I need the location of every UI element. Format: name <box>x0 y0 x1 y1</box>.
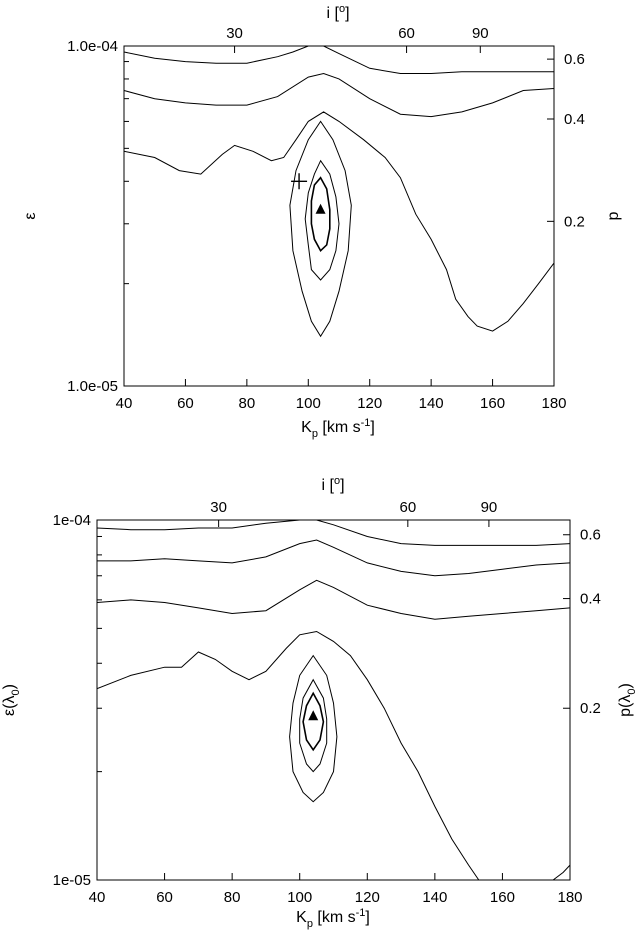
x-tick-label: 140 <box>422 889 447 906</box>
cross-marker <box>291 173 308 190</box>
top-panel-frame <box>123 45 555 387</box>
contour-line-inner-3 <box>310 176 331 252</box>
right-tick-label: 0.2 <box>564 213 585 230</box>
top-tick-label: 30 <box>210 499 227 516</box>
right-tick-label: 0.4 <box>580 591 601 608</box>
contour-line-outer-1 <box>124 46 554 74</box>
top-panel-x-axis-label: Kp [km s-1] <box>301 417 375 440</box>
contour-line-inner-3 <box>302 691 325 752</box>
x-tick-label: 60 <box>156 889 173 906</box>
bottom-panel-ticks: 40 60 80 100 120 140 160 180 1e-05 1e-04 30 60 90 0.2… <box>53 499 601 906</box>
x-tick-label: 80 <box>224 889 241 906</box>
right-tick-label: 0.6 <box>580 527 601 544</box>
right-tick-label: 0.2 <box>580 700 601 717</box>
bottom-panel-y-axis-label: ε(λ0) <box>1 684 22 716</box>
bottom-panel-x-axis-label: Kp [km s-1] <box>296 907 370 930</box>
contour-line-outer-1 <box>97 520 570 546</box>
top-panel-top-axis-label: i [o] <box>326 3 349 22</box>
right-tick-label: 0.6 <box>564 51 585 68</box>
contour-line-outer-4b <box>552 864 570 880</box>
top-panel-contours <box>124 46 554 338</box>
x-tick-label: 100 <box>296 395 321 412</box>
y-tick-label: 1.0e-04 <box>67 38 118 55</box>
right-tick-label: 0.4 <box>564 111 585 128</box>
x-tick-label: 80 <box>239 395 256 412</box>
x-tick-label: 120 <box>357 395 382 412</box>
top-tick-label: 30 <box>226 25 243 42</box>
x-tick-label: 160 <box>490 889 515 906</box>
contour-line-outer-4 <box>97 630 480 880</box>
bottom-panel-frame <box>96 519 571 881</box>
top-tick-label: 90 <box>472 25 489 42</box>
top-tick-label: 60 <box>399 499 416 516</box>
top-panel-right-axis-label: p <box>605 211 622 220</box>
top-panel-markers <box>291 173 326 214</box>
contour-line-inner-1 <box>289 654 338 803</box>
x-tick-label: 140 <box>419 395 444 412</box>
x-tick-label: 40 <box>116 395 133 412</box>
contour-line-inner-1 <box>289 120 352 338</box>
contour-line-outer-3 <box>124 111 554 332</box>
x-tick-label: 60 <box>177 395 194 412</box>
best-fit-marker <box>315 203 326 214</box>
top-panel: 40 60 80 100 120 140 160 180 1.0e-05 1.0e-04 30 60 9… <box>22 3 622 440</box>
contour-line-inner-2 <box>299 678 328 773</box>
bottom-panel-markers <box>308 710 319 721</box>
bottom-panel-contours <box>97 520 570 880</box>
x-tick-label: 40 <box>89 889 106 906</box>
x-tick-label: 160 <box>480 395 505 412</box>
top-tick-label: 60 <box>398 25 415 42</box>
bottom-panel: 40 60 80 100 120 140 160 180 1e-05 1e-04 30 60 90 0.2… <box>1 475 638 930</box>
x-tick-label: 120 <box>355 889 380 906</box>
top-panel-y-axis-label: ε <box>22 212 39 219</box>
contour-line-outer-3 <box>97 579 570 620</box>
contour-line-outer-2 <box>97 539 570 577</box>
y-tick-label: 1e-04 <box>53 512 91 529</box>
y-tick-label: 1e-05 <box>53 872 91 889</box>
top-panel-ticks: 40 60 80 100 120 140 160 180 1.0e-05 1.0e-04 30 60 9… <box>67 25 585 412</box>
contour-line-outer-2 <box>124 72 554 118</box>
top-tick-label: 90 <box>481 499 498 516</box>
bottom-panel-top-axis-label: i [o] <box>321 475 344 494</box>
contour-line-inner-2 <box>304 159 340 281</box>
y-tick-label: 1.0e-05 <box>67 378 118 395</box>
bottom-panel-right-axis-label: p(λ0) <box>617 683 638 717</box>
x-tick-label: 100 <box>287 889 312 906</box>
x-tick-label: 180 <box>541 395 566 412</box>
best-fit-marker <box>308 710 319 721</box>
x-tick-label: 180 <box>557 889 582 906</box>
